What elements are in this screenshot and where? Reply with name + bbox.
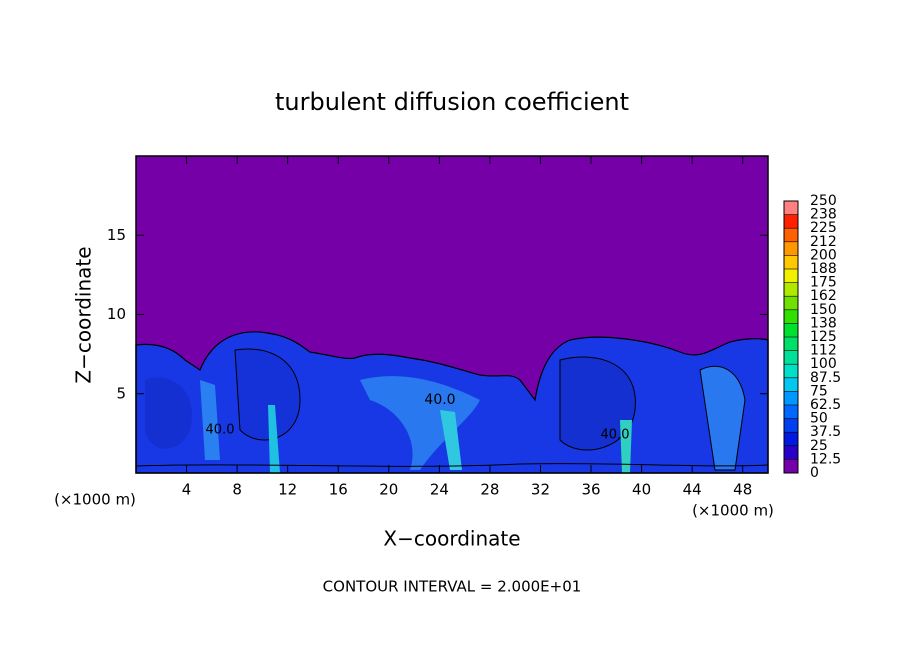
field: 40.0 40.0 40.0 [135,156,769,474]
colorbar-label: 112 [810,343,837,359]
colorbar-label: 175 [810,275,837,291]
colorbar-segment [784,405,798,419]
colorbar-label: 100 [810,356,837,372]
colorbar-label: 62.5 [810,397,841,413]
colorbar-label: 0 [810,465,819,481]
colorbar-segment [784,309,798,324]
y-tick-label: 15 [107,226,126,244]
field-streak [440,410,462,470]
colorbar-segment [784,255,798,269]
field-region [145,377,192,449]
colorbar-label: 225 [810,220,837,236]
field-region [699,365,746,471]
field-streak [360,376,480,470]
y-axis-label: Z−coordinate [72,246,96,383]
colorbar-label: 138 [810,315,837,331]
colorbar-segment [784,323,798,337]
field-streak [200,380,220,460]
contour-line [135,463,769,467]
colorbar-label: 12.5 [810,451,841,467]
colorbar-segment [784,350,798,365]
colorbar-segment [784,337,798,351]
x-tick-label: 28 [480,481,499,499]
x-tick-label: 40 [632,481,651,499]
x-tick-label: 20 [379,481,398,499]
colorbar-label: 238 [810,207,837,223]
x-tick-label: 32 [531,481,550,499]
colorbar-segment [784,364,798,378]
x-tick-label: 44 [683,481,702,499]
x-tick-label: 4 [182,481,192,499]
x-tick-label: 8 [232,481,242,499]
colorbar-label: 150 [810,302,837,318]
colorbar-label: 75 [810,383,828,399]
colorbar-segment [784,391,798,405]
contour-label: 40.0 [424,392,455,408]
x-unit: (×1000 m) [54,491,136,509]
colorbar-label: 125 [810,329,837,345]
x-tick-label: 36 [581,481,600,499]
colorbar-label: 50 [810,411,828,427]
field-streak [268,405,280,473]
colorbar-label: 162 [810,288,837,304]
x-tick-label: 12 [278,481,297,499]
colorbar-label: 188 [810,261,837,277]
colorbar-segment [784,201,798,215]
colorbar-segment [784,228,798,242]
colorbar-segment [784,214,798,229]
colorbar-segment [784,377,798,392]
x-tick-label: 16 [329,481,348,499]
chart-title: turbulent diffusion coefficient [275,88,629,116]
colorbar-segment [784,418,798,433]
colorbar-segment [784,445,798,460]
colorbar-segment [784,241,798,256]
y-tick-label: 5 [116,384,126,402]
x-tick-label: 48 [733,481,752,499]
colorbar-label: 212 [810,234,837,250]
colorbar-label: 200 [810,247,837,263]
colorbar-segment [784,269,798,283]
colorbar-segment [784,459,798,473]
colorbar-segment [784,296,798,310]
field-region [234,348,301,441]
colorbar-label: 87.5 [810,370,841,386]
x-unit: (×1000 m) [692,502,774,520]
colorbar-label: 250 [810,193,837,209]
colorbar-segment [784,432,798,446]
contour-label: 40.0 [601,428,630,443]
x-axis-label: X−coordinate [383,527,520,551]
colorbar-label: 25 [810,438,828,454]
colorbar-segment [784,282,798,297]
contour-label: 40.0 [206,423,235,438]
field-region [559,356,636,451]
y-tick-label: 10 [107,305,126,323]
field-streak [620,420,632,473]
footer: CONTOUR INTERVAL = 2.000E+01 [323,578,582,596]
x-tick-label: 24 [430,481,449,499]
colorbar-label: 37.5 [810,424,841,440]
